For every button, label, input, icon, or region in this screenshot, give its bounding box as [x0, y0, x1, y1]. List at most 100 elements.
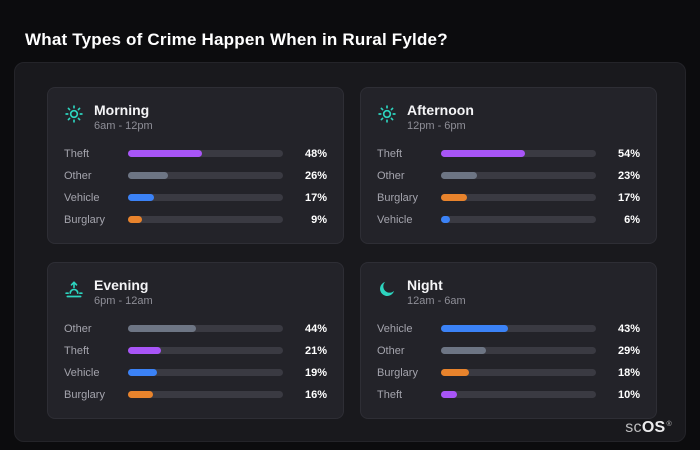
card-heading-text: Evening 6pm - 12am [94, 277, 153, 307]
card-title: Morning [94, 102, 150, 118]
value-label: 18% [617, 366, 640, 379]
card-header: Morning 6am - 12pm [64, 102, 327, 132]
category-label: Other [64, 169, 92, 182]
bar-row: Theft 54% [377, 147, 640, 160]
bar-rows: Theft 54% Other 23% Burglary 17% Vehicle… [377, 147, 640, 226]
category-label: Theft [377, 147, 403, 160]
crime-times-panel: Morning 6am - 12pm Theft 48% Other 26% V… [14, 62, 686, 442]
value-label: 44% [304, 322, 327, 335]
bar-fill [441, 369, 469, 376]
bar-fill [441, 172, 477, 179]
bar-track [128, 172, 283, 179]
time-card-afternoon: Afternoon 12pm - 6pm Theft 54% Other 23%… [360, 87, 657, 244]
bar-fill [441, 325, 508, 332]
category-label: Vehicle [64, 366, 100, 379]
brand-suffix: OS [641, 419, 666, 436]
card-title: Afternoon [407, 102, 474, 118]
page-title: What Types of Crime Happen When in Rural… [25, 30, 448, 50]
category-label: Theft [377, 388, 403, 401]
card-heading-text: Afternoon 12pm - 6pm [407, 102, 474, 132]
bar-track [128, 369, 283, 376]
bar-fill [128, 369, 158, 376]
time-card-night: Night 12am - 6am Vehicle 43% Other 29% B… [360, 262, 657, 419]
bar-fill [128, 216, 142, 223]
value-label: 43% [617, 322, 640, 335]
bar-fill [441, 347, 486, 354]
value-label: 10% [617, 388, 640, 401]
category-label: Burglary [377, 366, 418, 379]
bar-row: Burglary 16% [64, 388, 327, 401]
category-label: Vehicle [377, 322, 413, 335]
sun-icon [377, 104, 397, 124]
card-subtitle: 6pm - 12am [94, 295, 153, 307]
bar-track [441, 325, 596, 332]
value-label: 26% [304, 169, 327, 182]
bar-rows: Vehicle 43% Other 29% Burglary 18% Theft… [377, 322, 640, 401]
bar-track [441, 347, 596, 354]
bar-row: Vehicle 6% [377, 213, 640, 226]
bar-fill [128, 194, 155, 201]
bar-rows: Other 44% Theft 21% Vehicle 19% Burglary… [64, 322, 327, 401]
card-header: Afternoon 12pm - 6pm [377, 102, 640, 132]
bar-row: Burglary 17% [377, 191, 640, 204]
bar-track [128, 325, 283, 332]
bar-fill [441, 150, 525, 157]
bar-row: Vehicle 19% [64, 366, 327, 379]
bar-row: Other 23% [377, 169, 640, 182]
bar-row: Theft 48% [64, 147, 327, 160]
bar-fill [441, 391, 457, 398]
bar-row: Other 26% [64, 169, 327, 182]
bar-fill [441, 194, 468, 201]
brand-prefix: sc [625, 419, 642, 436]
value-label: 54% [617, 147, 640, 160]
category-label: Other [377, 344, 405, 357]
card-header: Night 12am - 6am [377, 277, 640, 307]
sun-icon [64, 104, 84, 124]
bar-row: Vehicle 43% [377, 322, 640, 335]
bar-fill [128, 347, 161, 354]
card-subtitle: 12pm - 6pm [407, 120, 466, 132]
card-subtitle: 6am - 12pm [94, 120, 153, 132]
category-label: Burglary [64, 388, 105, 401]
registered-mark: ® [666, 420, 672, 428]
card-title: Evening [94, 277, 149, 293]
value-label: 16% [304, 388, 327, 401]
bar-row: Theft 21% [64, 344, 327, 357]
bar-fill [128, 325, 197, 332]
bar-track [441, 172, 596, 179]
bar-fill [128, 391, 153, 398]
card-title: Night [407, 277, 443, 293]
bar-track [441, 150, 596, 157]
card-subtitle: 12am - 6am [407, 295, 466, 307]
bar-track [128, 194, 283, 201]
category-label: Theft [64, 344, 90, 357]
bar-rows: Theft 48% Other 26% Vehicle 17% Burglary… [64, 147, 327, 226]
value-label: 23% [617, 169, 640, 182]
category-label: Vehicle [377, 213, 413, 226]
bar-row: Other 29% [377, 344, 640, 357]
bar-row: Vehicle 17% [64, 191, 327, 204]
category-label: Other [377, 169, 405, 182]
category-label: Theft [64, 147, 90, 160]
time-card-evening: Evening 6pm - 12am Other 44% Theft 21% V… [47, 262, 344, 419]
category-label: Vehicle [64, 191, 100, 204]
value-label: 17% [617, 191, 640, 204]
card-heading-text: Morning 6am - 12pm [94, 102, 153, 132]
value-label: 9% [311, 213, 327, 226]
bar-row: Theft 10% [377, 388, 640, 401]
bar-row: Burglary 18% [377, 366, 640, 379]
scos-logo: scOS® [625, 419, 672, 437]
bar-row: Other 44% [64, 322, 327, 335]
bar-fill [128, 172, 169, 179]
bar-track [441, 369, 596, 376]
bar-track [128, 216, 283, 223]
sunrise-icon [64, 279, 84, 299]
bar-track [441, 194, 596, 201]
bar-track [128, 150, 283, 157]
value-label: 19% [304, 366, 327, 379]
value-label: 17% [304, 191, 327, 204]
value-label: 29% [617, 344, 640, 357]
bar-track [128, 391, 283, 398]
bar-track [441, 216, 596, 223]
bar-fill [128, 150, 203, 157]
